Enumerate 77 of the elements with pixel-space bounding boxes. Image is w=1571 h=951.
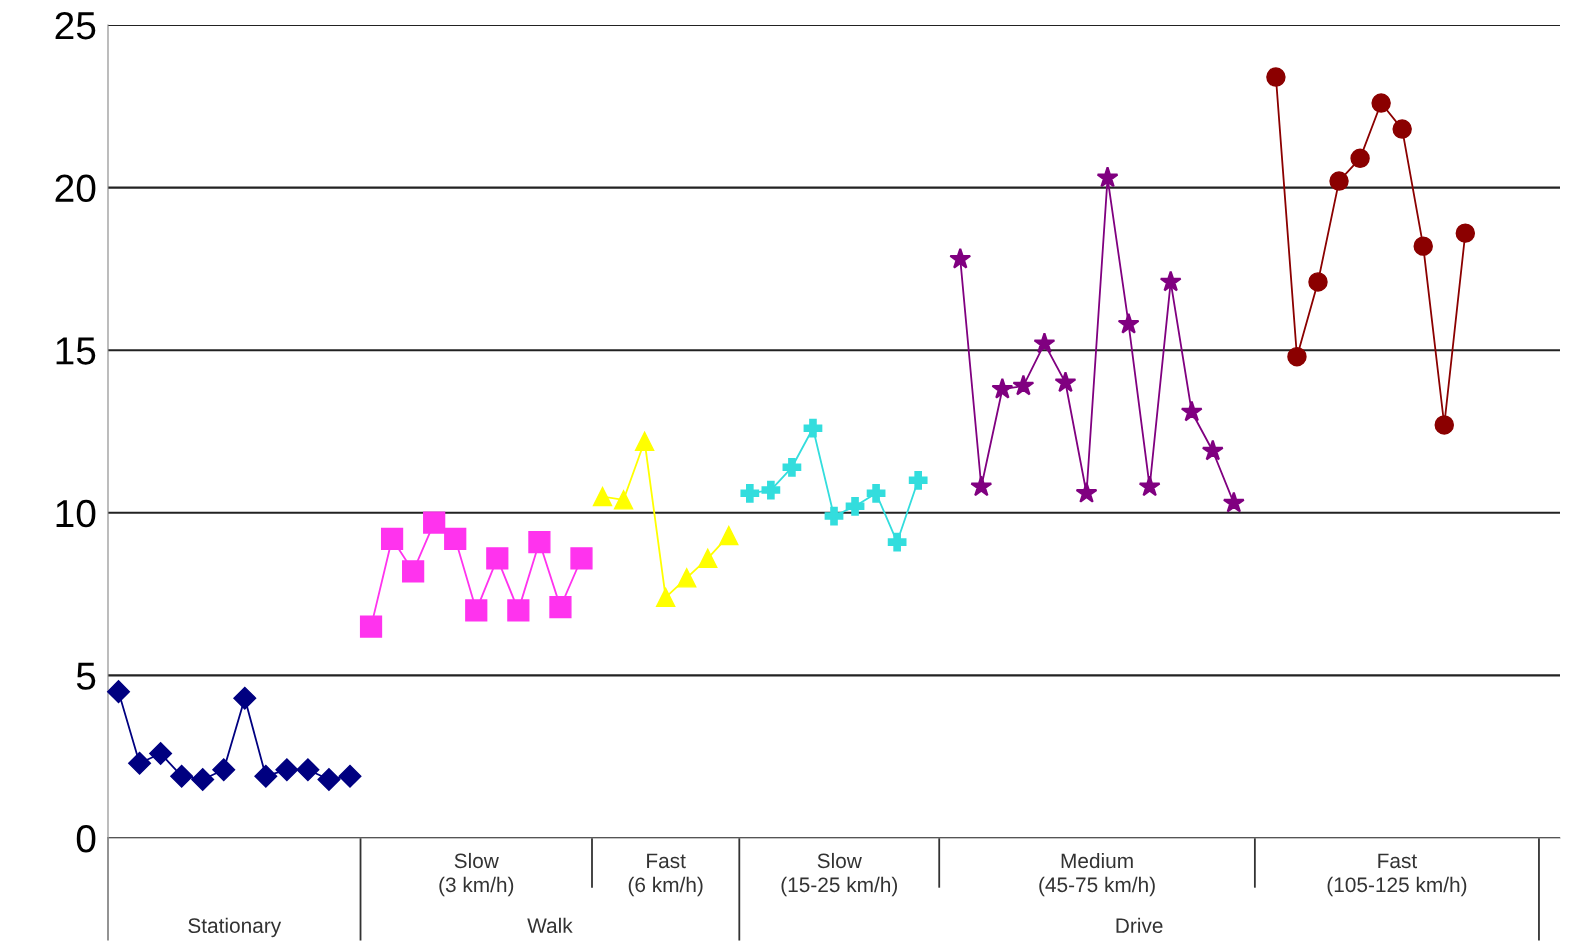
point xyxy=(570,547,593,570)
point xyxy=(698,548,718,569)
text: Fast (105-125 km/h) xyxy=(1327,853,1467,897)
point xyxy=(1413,236,1433,256)
point xyxy=(719,525,739,546)
point xyxy=(296,758,320,782)
point xyxy=(634,431,655,451)
point xyxy=(549,595,572,619)
point xyxy=(1075,481,1098,503)
point xyxy=(233,686,257,710)
point xyxy=(1159,270,1182,292)
point xyxy=(486,547,509,570)
y-tick-label: 20 xyxy=(55,174,96,203)
point xyxy=(1117,312,1140,334)
point xyxy=(444,527,467,550)
point xyxy=(887,532,907,552)
point xyxy=(613,490,634,510)
point xyxy=(1434,415,1454,435)
point xyxy=(824,506,844,526)
point xyxy=(170,764,194,788)
point xyxy=(465,599,488,622)
point xyxy=(761,480,781,500)
point xyxy=(740,483,760,503)
point xyxy=(402,560,425,583)
point xyxy=(212,758,236,782)
point xyxy=(1371,93,1391,113)
point xyxy=(866,483,886,503)
text: Drive xyxy=(1116,917,1163,934)
point xyxy=(1308,272,1328,292)
point xyxy=(1012,374,1035,396)
point xyxy=(676,568,697,588)
text: Medium (45-75 km/h) xyxy=(1039,852,1155,897)
point xyxy=(655,587,676,608)
point xyxy=(1222,491,1245,513)
point xyxy=(507,599,530,622)
y-tick-label: 25 xyxy=(55,11,96,40)
point xyxy=(359,615,383,638)
point xyxy=(949,247,972,269)
point xyxy=(107,680,131,704)
point xyxy=(592,486,613,507)
point xyxy=(1350,148,1370,169)
point xyxy=(528,530,551,554)
text: Stationary xyxy=(188,917,282,938)
text: Slow (3 km/h) xyxy=(439,852,514,897)
y-tick-label: 15 xyxy=(56,337,96,365)
point xyxy=(1392,119,1412,139)
y-tick-label: 0 xyxy=(76,824,96,853)
point xyxy=(803,418,823,438)
text: Slow (15-25 km/h) xyxy=(781,852,898,897)
point xyxy=(991,377,1014,399)
point xyxy=(1201,439,1224,461)
point xyxy=(275,758,299,782)
point xyxy=(1455,223,1476,243)
point xyxy=(191,767,215,791)
text: Walk xyxy=(527,917,573,934)
point xyxy=(1033,332,1056,354)
point xyxy=(1054,371,1077,393)
point xyxy=(1329,171,1349,191)
point xyxy=(380,527,404,550)
y-tick-label: 5 xyxy=(76,662,96,690)
y-tick-label: 10 xyxy=(56,499,96,528)
point xyxy=(908,470,928,490)
point xyxy=(1180,400,1203,422)
point xyxy=(1287,346,1307,367)
point xyxy=(149,741,173,765)
text: Fast (6 km/h) xyxy=(628,853,703,897)
point xyxy=(1266,67,1286,87)
point xyxy=(782,457,802,477)
point xyxy=(845,496,865,516)
point xyxy=(1096,166,1119,188)
point xyxy=(317,767,341,791)
point xyxy=(128,751,152,775)
point xyxy=(1138,475,1161,497)
point xyxy=(423,511,446,534)
point xyxy=(970,475,993,497)
point xyxy=(254,764,278,788)
point xyxy=(338,764,362,788)
